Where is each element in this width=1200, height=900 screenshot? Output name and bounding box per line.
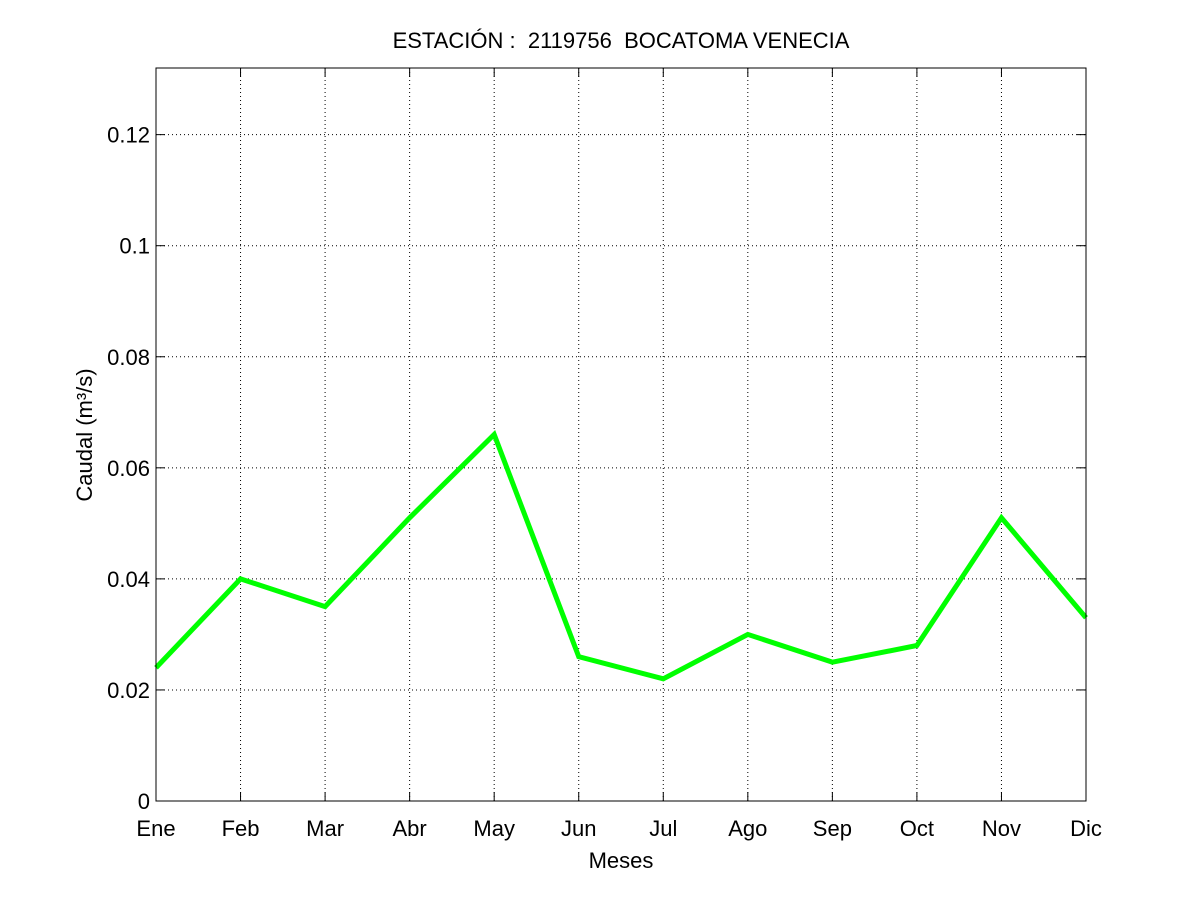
y-tick-label: 0.02 (107, 678, 150, 703)
x-tick-label: Ago (728, 816, 767, 841)
x-tick-label: Jun (561, 816, 596, 841)
x-axis-label: Meses (589, 848, 654, 873)
x-tick-label: Mar (306, 816, 344, 841)
x-tick-label: Ene (136, 816, 175, 841)
x-tick-label: May (473, 816, 515, 841)
chart-title: ESTACIÓN : 2119756 BOCATOMA VENECIA (393, 28, 850, 53)
x-tick-label: Abr (393, 816, 427, 841)
x-tick-labels: Ene Feb Mar Abr May Jun Jul Ago Sep Oct Nov Dic (136, 816, 1101, 841)
plot-background (156, 68, 1086, 801)
y-tick-label: 0.06 (107, 456, 150, 481)
x-tick-label: Sep (813, 816, 852, 841)
y-tick-label: 0.12 (107, 123, 150, 148)
y-tick-label: 0 (138, 789, 150, 814)
plot-frame (155, 67, 1087, 802)
x-tick-label: Jul (649, 816, 677, 841)
x-tick-label: Feb (222, 816, 260, 841)
x-tick-label: Oct (900, 816, 934, 841)
x-tick-label: Dic (1070, 816, 1102, 841)
y-tick-labels: 0 0.02 0.04 0.06 0.08 0.1 0.12 (107, 123, 150, 814)
y-tick-label: 0.08 (107, 345, 150, 370)
y-tick-label: 0.1 (119, 234, 150, 259)
grid (156, 68, 1086, 801)
y-axis-label: Caudal (m³/s) (72, 368, 97, 501)
x-tick-label: Nov (982, 816, 1021, 841)
y-tick-label: 0.04 (107, 567, 150, 592)
series-line (154, 430, 1088, 682)
